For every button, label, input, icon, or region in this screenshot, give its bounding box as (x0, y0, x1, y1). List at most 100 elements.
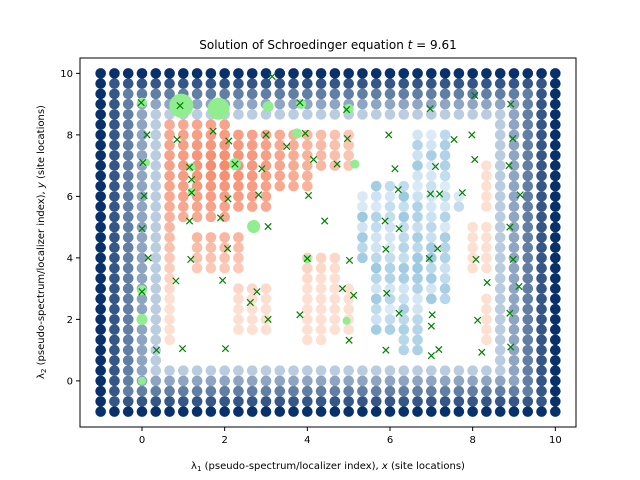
site-marker (304, 191, 313, 200)
pseudospectrum-point (439, 242, 451, 253)
pseudospectrum-point (398, 283, 410, 294)
pseudospectrum-point (164, 273, 175, 284)
pseudospectrum-point (191, 180, 203, 192)
pseudospectrum-point (150, 109, 162, 120)
pseudospectrum-point (191, 396, 203, 407)
pseudospectrum-point (398, 406, 410, 417)
pseudospectrum-point (494, 232, 506, 243)
pseudospectrum-point (398, 314, 410, 325)
x-axis-label-tail: (site locations) (388, 461, 465, 472)
pseudospectrum-point (233, 303, 244, 315)
pseudospectrum-point (426, 252, 437, 264)
pseudospectrum-point (481, 88, 492, 100)
y-axis-label: λ2 (pseudo-spectrum/localizer index), y … (36, 105, 48, 379)
pseudospectrum-point (357, 242, 368, 253)
pseudospectrum-point (522, 201, 534, 212)
pseudospectrum-point (398, 221, 410, 233)
pseudospectrum-point (412, 283, 423, 294)
pseudospectrum-point (370, 262, 382, 274)
y-tick-label: 4 (67, 253, 73, 264)
pseudospectrum-point (315, 314, 327, 325)
pseudospectrum-point (494, 109, 506, 120)
pseudospectrum-point (164, 119, 175, 130)
pseudospectrum-point (315, 365, 327, 376)
wavefunction-marker (247, 220, 261, 234)
pseudospectrum-point (233, 88, 244, 100)
site-marker (516, 191, 524, 199)
pseudospectrum-point (136, 150, 148, 161)
pseudospectrum-point (246, 88, 258, 100)
pseudospectrum-point (370, 385, 382, 397)
pseudospectrum-point (370, 314, 382, 325)
pseudospectrum-point (122, 303, 134, 315)
pseudospectrum-point (233, 170, 244, 182)
pseudospectrum-point (412, 303, 423, 315)
pseudospectrum-point (481, 365, 492, 376)
pseudospectrum-point (315, 293, 327, 305)
pseudospectrum-point (412, 334, 423, 346)
pseudospectrum-point (384, 109, 396, 120)
y-tick-label: 6 (67, 192, 73, 203)
pseudospectrum-point (233, 314, 244, 325)
site-marker (515, 282, 523, 291)
pseudospectrum-point (522, 221, 534, 233)
pseudospectrum-point (122, 396, 134, 407)
pseudospectrum-point (233, 78, 244, 89)
pseudospectrum-point (398, 232, 410, 243)
pseudospectrum-point (122, 406, 134, 417)
pseudospectrum-point (550, 68, 561, 79)
pseudospectrum-point (550, 406, 561, 417)
pseudospectrum-point (412, 385, 423, 397)
site-marker (187, 189, 196, 197)
pseudospectrum-point (288, 109, 299, 120)
pseudospectrum-point (508, 191, 520, 202)
pseudospectrum-point (508, 283, 520, 294)
pseudospectrum-point (481, 303, 492, 315)
pseudospectrum-point (384, 78, 396, 89)
pseudospectrum-point (233, 180, 244, 192)
pseudospectrum-point (260, 160, 272, 171)
pseudospectrum-point (439, 252, 451, 264)
wavefunction-marker (187, 163, 196, 172)
pseudospectrum-point (439, 191, 451, 202)
pseudospectrum-point (550, 150, 561, 161)
pseudospectrum-point (550, 211, 561, 223)
site-marker (283, 142, 291, 151)
site-marker (172, 277, 180, 285)
pseudospectrum-point (522, 365, 534, 376)
pseudospectrum-point (508, 88, 520, 100)
pseudospectrum-point (178, 211, 189, 223)
pseudospectrum-point (122, 365, 134, 376)
pseudospectrum-point (357, 221, 368, 233)
site-marker (223, 245, 232, 253)
pseudospectrum-point (205, 150, 217, 161)
pseudospectrum-point (494, 78, 506, 89)
pseudospectrum-point (550, 119, 561, 130)
pseudospectrum-point (398, 68, 410, 79)
pseudospectrum-point (522, 98, 534, 110)
site-marker (309, 155, 318, 164)
site-marker (383, 289, 391, 297)
pseudospectrum-point (95, 139, 106, 151)
pseudospectrum-point (136, 385, 148, 397)
pseudospectrum-point (109, 334, 120, 346)
pseudospectrum-point (536, 355, 547, 366)
pseudospectrum-point (329, 150, 341, 161)
pseudospectrum-point (384, 262, 396, 274)
pseudospectrum-point (494, 344, 506, 356)
pseudospectrum-point (178, 396, 189, 407)
pseudospectrum-point (246, 396, 258, 407)
pseudospectrum-point (191, 262, 203, 274)
pseudospectrum-point (494, 129, 506, 141)
pseudospectrum-point (260, 283, 272, 294)
pseudospectrum-point (122, 170, 134, 182)
pseudospectrum-point (233, 201, 244, 212)
site-marker (173, 135, 181, 144)
pseudospectrum-point (205, 232, 217, 243)
pseudospectrum-point (178, 385, 189, 397)
pseudospectrum-point (315, 109, 327, 120)
pseudospectrum-point (494, 262, 506, 274)
pseudospectrum-point (136, 262, 148, 274)
pseudospectrum-point (508, 211, 520, 223)
pseudospectrum-point (136, 180, 148, 192)
